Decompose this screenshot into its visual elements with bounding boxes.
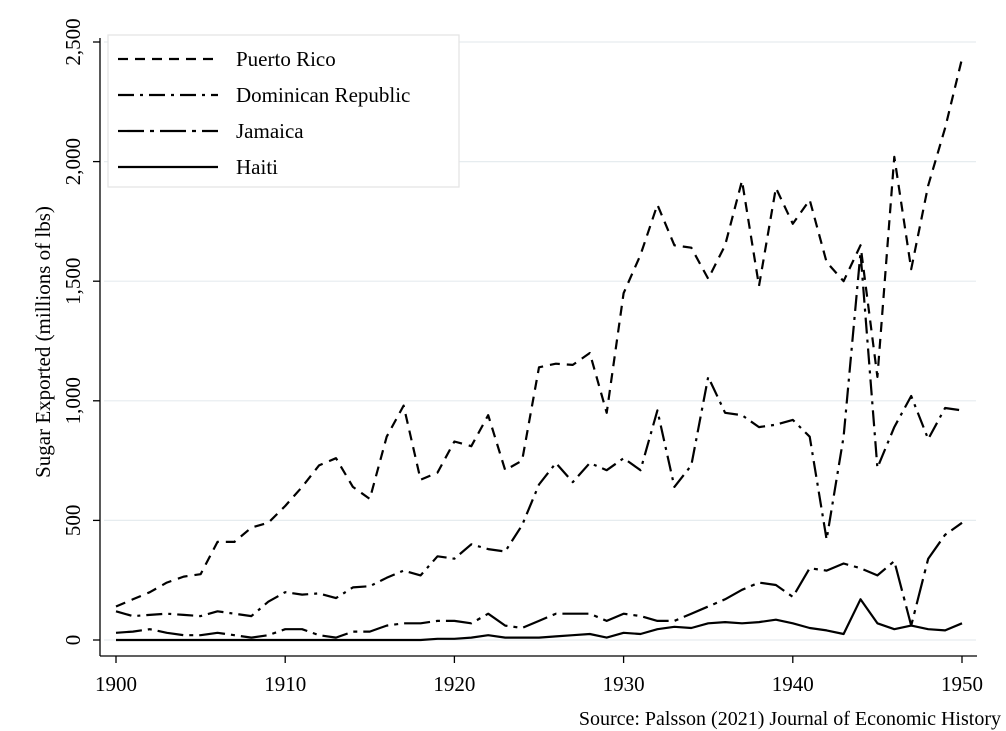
series-line-jamaica (115, 521, 963, 639)
series-line-haiti (116, 598, 963, 642)
x-tick-label: 1930 (603, 672, 645, 696)
legend-label-jamaica: Jamaica (236, 119, 304, 143)
y-tick-label: 0 (61, 635, 85, 646)
legend-label-haiti: Haiti (236, 155, 278, 179)
x-tick-label: 1910 (264, 672, 306, 696)
x-tick-label: 1920 (433, 672, 475, 696)
x-tick-label: 1900 (95, 672, 137, 696)
source-note: Source: Palsson (2021) Journal of Econom… (579, 708, 1001, 730)
y-tick-label: 1,500 (61, 258, 85, 305)
legend-label-dominican-republic: Dominican Republic (236, 83, 410, 107)
x-tick-label: 1940 (772, 672, 814, 696)
series-line-puerto-rico (115, 58, 964, 608)
y-tick-label: 500 (61, 505, 85, 537)
y-axis-title: Sugar Exported (millions of lbs) (31, 206, 55, 478)
legend: Puerto Rico Dominican Republic Jamaica Hait… (107, 34, 460, 188)
legend-box (107, 34, 460, 188)
axes: 0 500 1,000 1,500 2,000 2,500 1900 1910 1920 1930… (61, 18, 983, 696)
x-tick-label: 1950 (941, 672, 983, 696)
y-tick-label: 2,000 (61, 138, 85, 185)
y-tick-label: 1,000 (61, 377, 85, 424)
series-line-dominican-republic (115, 251, 963, 618)
y-tick-label: 2,500 (61, 18, 85, 65)
series (115, 58, 964, 642)
legend-label-puerto-rico: Puerto Rico (236, 47, 336, 71)
